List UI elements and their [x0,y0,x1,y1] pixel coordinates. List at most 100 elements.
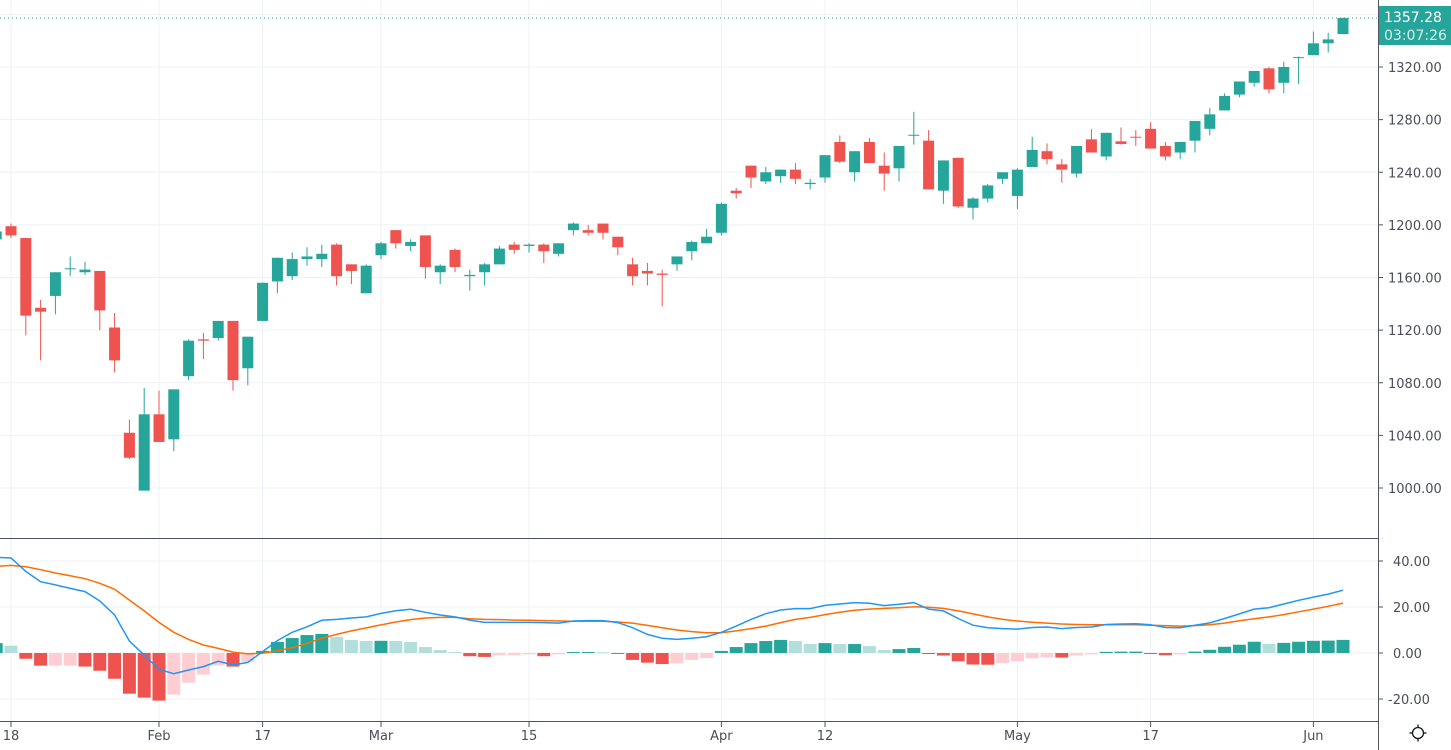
histogram-bar [1262,643,1276,653]
time-tick-label: 15 [521,729,538,744]
histogram-bar [507,653,521,656]
candle-down [508,241,520,254]
histogram-bar [1173,653,1187,655]
histogram-bar [1203,649,1217,653]
candle-down [1130,130,1142,146]
candle-down [5,223,17,239]
candle-body [849,151,861,173]
candle-body [49,272,61,296]
price-axis[interactable]: 1000.00 1040.00 1080.00 1120.00 1160.00 1200.… [1378,61,1442,497]
candle-body [449,249,461,267]
candle-down [745,165,757,189]
histogram-bar [581,652,595,654]
candle-body [1041,151,1053,160]
candle-body [686,241,698,252]
candle-up [405,239,417,252]
histogram-bar [241,653,255,662]
candle-down [834,135,846,164]
macd-line [0,556,1344,675]
candle-up [567,222,579,236]
histogram-bar [774,639,788,653]
candle-body [893,145,905,169]
candle-down [331,243,343,286]
candle-down [923,130,935,190]
candle-body [390,230,402,244]
histogram-bar [404,641,418,653]
macd-axis[interactable]: 40.00 20.00 0.00 -20.00 [1378,555,1430,708]
histogram-bar [433,650,447,653]
candle-down [123,419,135,460]
candle-body [834,141,846,162]
candle-body [405,241,417,246]
candle-body [523,244,535,246]
histogram-bar [611,653,625,654]
candle-body [597,223,609,233]
candle-body [952,157,964,207]
candle-body [567,223,579,231]
histogram-bar [1336,639,1350,653]
candle-body [64,268,76,270]
time-tick-label: 12 [817,729,834,744]
candle-body [212,320,224,339]
candle-up [1100,132,1112,161]
candle-down [345,264,357,285]
candle-up [271,257,283,294]
histogram-bar [226,653,240,667]
candle-body [730,190,742,194]
candle-down [197,332,209,360]
candle-body [582,230,594,233]
candle-up [375,241,387,260]
time-tick-label: May [1004,729,1031,744]
candle-body [982,185,994,199]
candle-up [316,244,328,267]
candle-down [449,248,461,273]
candle-up [686,240,698,261]
candle-body [819,155,831,178]
histogram-bar [862,646,876,653]
candle-down [35,299,47,361]
candle-body [0,231,2,240]
candle-body [937,160,949,191]
candle-up [360,264,372,294]
candle-body [612,236,624,248]
candle-body [508,244,520,250]
histogram-bar [566,652,580,654]
candle-body [35,307,47,312]
candle-down [597,223,609,240]
candle-down [1159,141,1171,161]
candle-body [242,336,254,369]
time-axis[interactable]: 18 Feb 17 Mar 15 Apr 12 May 17 Jun [3,722,1324,744]
candle-body [641,270,653,274]
time-tick-label: Mar [369,729,394,744]
candle-body [775,169,787,177]
candle-up [1219,93,1231,111]
histogram-bar [744,643,758,653]
candle-body [804,182,816,185]
gear-icon[interactable] [1409,724,1427,742]
histogram-bar [759,641,773,653]
histogram-bar [78,653,92,667]
candle-body [1233,81,1245,95]
candle-up [168,389,180,452]
candle-body [375,243,387,256]
histogram-bar [48,653,62,666]
candle-body [1263,68,1275,90]
candle-up [967,197,979,220]
histogram-bar [1084,653,1098,655]
candle-up [1204,107,1216,136]
candle-body [701,236,713,244]
candle-down [109,313,121,373]
histogram-bar [4,645,18,653]
histogram-bar [344,639,358,653]
candle-down [656,269,668,307]
candle-body [286,259,298,277]
candle-body [123,432,135,458]
candle-down [1056,159,1068,183]
price-tick-label: 1320.00 [1388,61,1442,76]
histogram-bar [1099,651,1113,653]
price-tick-label: 1240.00 [1388,166,1442,181]
histogram-bar [818,643,832,653]
candle-up [257,282,269,321]
histogram-bar [537,653,551,657]
